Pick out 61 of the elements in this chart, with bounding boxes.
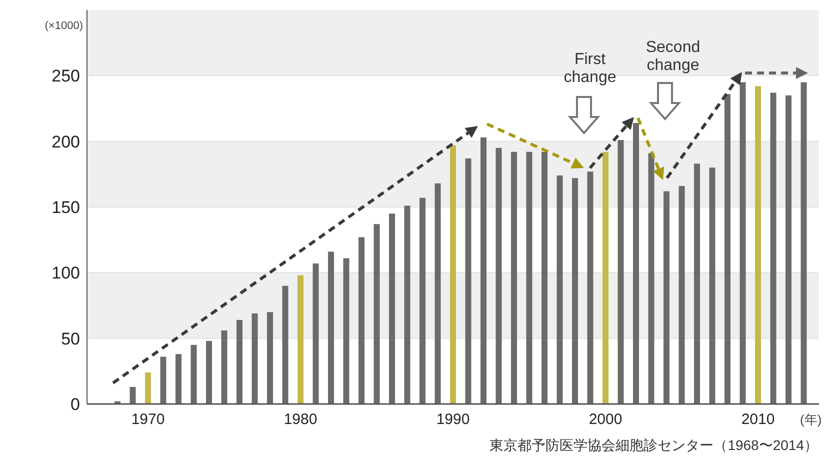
bar	[176, 354, 182, 404]
bar	[267, 312, 273, 404]
bar	[602, 152, 608, 404]
y-tick-label: 150	[52, 198, 80, 217]
bar	[480, 137, 486, 404]
x-tick-label: 1980	[284, 411, 318, 428]
bar	[420, 198, 426, 404]
bar	[526, 152, 532, 404]
bar	[434, 183, 441, 404]
y-tick-label: 200	[52, 132, 80, 152]
bar	[145, 372, 151, 404]
y-tick-label: 50	[61, 329, 80, 348]
y-axis-title: (×1000)	[44, 20, 83, 32]
x-tick-label: 2000	[588, 411, 622, 428]
x-axis-title: (年)	[800, 412, 822, 427]
bar	[542, 152, 548, 404]
bar	[450, 145, 456, 404]
bar	[465, 158, 472, 404]
bar	[206, 340, 212, 404]
y-tick-label: 250	[52, 66, 80, 86]
bar	[236, 320, 242, 404]
annotation: Second change	[646, 39, 700, 74]
bar	[389, 214, 395, 404]
bar	[709, 168, 716, 404]
bar	[252, 313, 258, 404]
y-tick-label: 100	[52, 264, 80, 283]
x-tick-label: 2010	[741, 411, 775, 428]
bar	[800, 82, 807, 404]
bar	[511, 152, 517, 404]
bar	[572, 178, 578, 404]
bar	[770, 92, 776, 404]
x-tick-label: 1990	[436, 411, 470, 428]
bar	[343, 258, 350, 404]
x-tick-label: 1970	[131, 411, 165, 428]
bar	[496, 148, 502, 404]
bar	[678, 186, 685, 404]
bar	[221, 330, 228, 404]
bar	[190, 344, 197, 404]
bar	[618, 140, 624, 404]
bar	[786, 95, 792, 404]
bar	[694, 164, 700, 404]
bar	[312, 263, 319, 404]
annotation: First change	[564, 51, 616, 86]
y-tick-label: 0	[70, 394, 80, 414]
bar	[404, 206, 410, 404]
bar	[724, 94, 730, 404]
bar	[664, 191, 670, 404]
bar	[740, 82, 746, 404]
bar	[358, 237, 364, 404]
bar	[587, 172, 594, 404]
bar	[328, 252, 334, 404]
bar	[374, 224, 380, 404]
bar	[648, 153, 654, 404]
bar	[160, 356, 166, 404]
bar	[556, 175, 563, 404]
bar	[130, 386, 136, 404]
bar	[282, 286, 288, 404]
bar	[755, 86, 761, 404]
bar	[633, 122, 639, 404]
text: 東京都予防医学協会細胞診センター（1968〜2014）	[490, 437, 818, 453]
bar	[298, 275, 304, 404]
